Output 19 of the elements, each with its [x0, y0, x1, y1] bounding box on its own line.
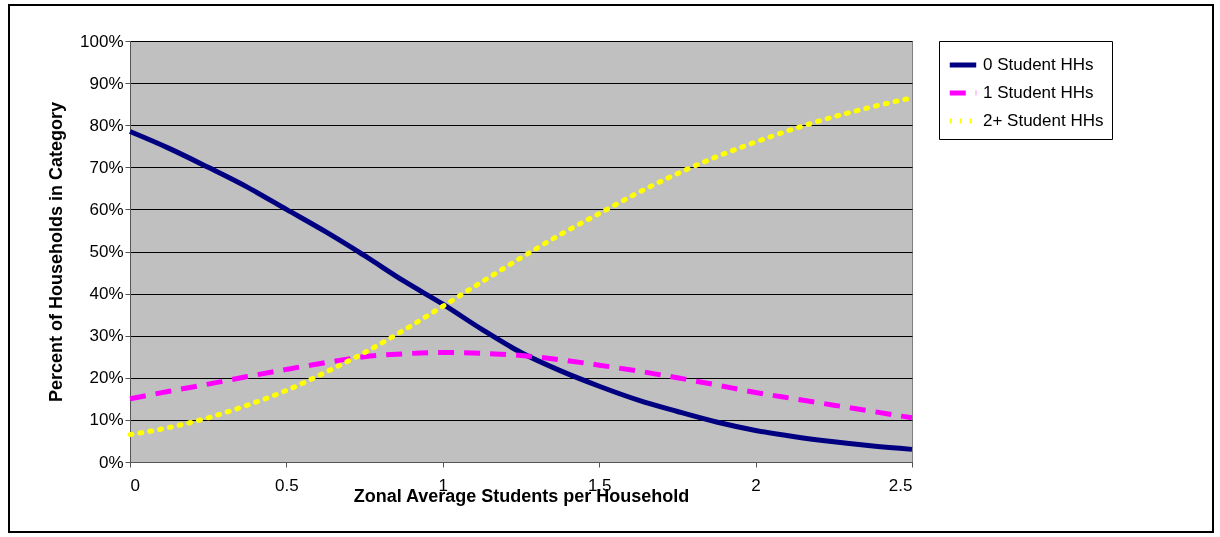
x-tick-label: 2 — [751, 475, 761, 495]
x-tick-label: 2.5 — [888, 475, 913, 495]
legend-label: 0 Student HHs — [983, 55, 1094, 74]
legend-label: 1 Student HHs — [983, 83, 1094, 102]
y-tick-label: 10% — [89, 410, 124, 430]
y-tick-label: 60% — [89, 199, 124, 219]
y-axis-title: Percent of Households in Category — [46, 101, 67, 403]
y-tick-label: 40% — [89, 284, 124, 304]
y-tick-label: 80% — [89, 115, 124, 135]
legend-label: 2+ Student HHs — [983, 111, 1104, 130]
y-tick-label: 30% — [89, 326, 124, 346]
y-tick-label: 100% — [80, 31, 124, 51]
x-tick-label: 0 — [130, 475, 140, 495]
y-tick-label: 50% — [89, 242, 124, 261]
x-tick-label: 0.5 — [275, 475, 299, 495]
y-tick-label: 90% — [89, 73, 124, 93]
y-tick-label: 0% — [98, 452, 124, 472]
y-tick-label: 70% — [89, 157, 124, 177]
y-tick-label: 20% — [89, 368, 124, 388]
